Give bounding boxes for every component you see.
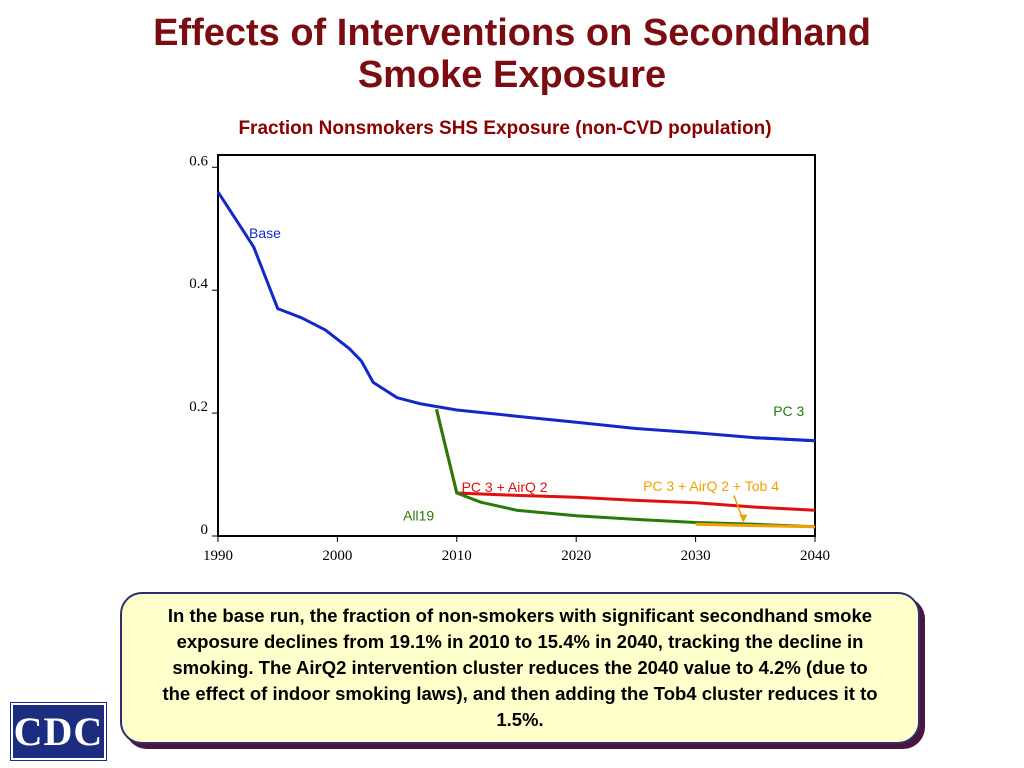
series-line-pc-3-airq-2-tob-4 — [695, 522, 816, 529]
slide-title: Effects of Interventions on Secondhand S… — [0, 12, 1024, 96]
x-tick-label: 2020 — [561, 548, 591, 564]
annotation-pc-3-airq-2: PC 3 + AirQ 2 — [462, 479, 548, 495]
x-tick-label: 1990 — [203, 548, 233, 564]
summary-text: In the base run, the fraction of non-smo… — [162, 605, 878, 730]
series-line-base — [216, 191, 816, 443]
series-line-pc-3-airq-2 — [435, 409, 816, 512]
annotation-all19: All19 — [403, 508, 434, 524]
x-tick-label: 2040 — [800, 548, 830, 564]
annotation-pc-3: PC 3 — [773, 403, 804, 419]
annotation-base: Base — [249, 225, 281, 241]
y-tick-label: 0.4 — [189, 276, 208, 292]
y-tick-label: 0 — [201, 522, 209, 538]
y-tick-label: 0.6 — [189, 153, 208, 169]
summary-callout: In the base run, the fraction of non-smo… — [120, 592, 920, 744]
chart-title: Fraction Nonsmokers SHS Exposure (non-CV… — [238, 118, 771, 139]
y-tick-label: 0.2 — [189, 399, 208, 415]
slide-title-line-2: Smoke Exposure — [357, 54, 667, 96]
plot-frame — [217, 154, 816, 537]
x-tick-label: 2000 — [322, 548, 352, 564]
cdc-logo: CDC — [10, 702, 107, 761]
tob4-arrow-head — [739, 514, 748, 523]
annotation-pc-3-airq-2-tob-4: PC 3 + AirQ 2 + Tob 4 — [643, 478, 779, 494]
x-tick-label: 2030 — [681, 548, 711, 564]
x-tick-label: 2010 — [442, 548, 472, 564]
series-line-all19 — [435, 409, 816, 529]
plot-area: 1990 2000 2010 2020 2030 2040 0 0.2 0.4 0.6 Base PC… — [189, 153, 830, 564]
series-line-pc-3 — [755, 436, 816, 443]
cdc-logo-text: CDC — [13, 709, 104, 754]
chart: Fraction Nonsmokers SHS Exposure (non-CV… — [189, 118, 830, 564]
slide-title-line-1: Effects of Interventions on Secondhand — [153, 12, 871, 54]
